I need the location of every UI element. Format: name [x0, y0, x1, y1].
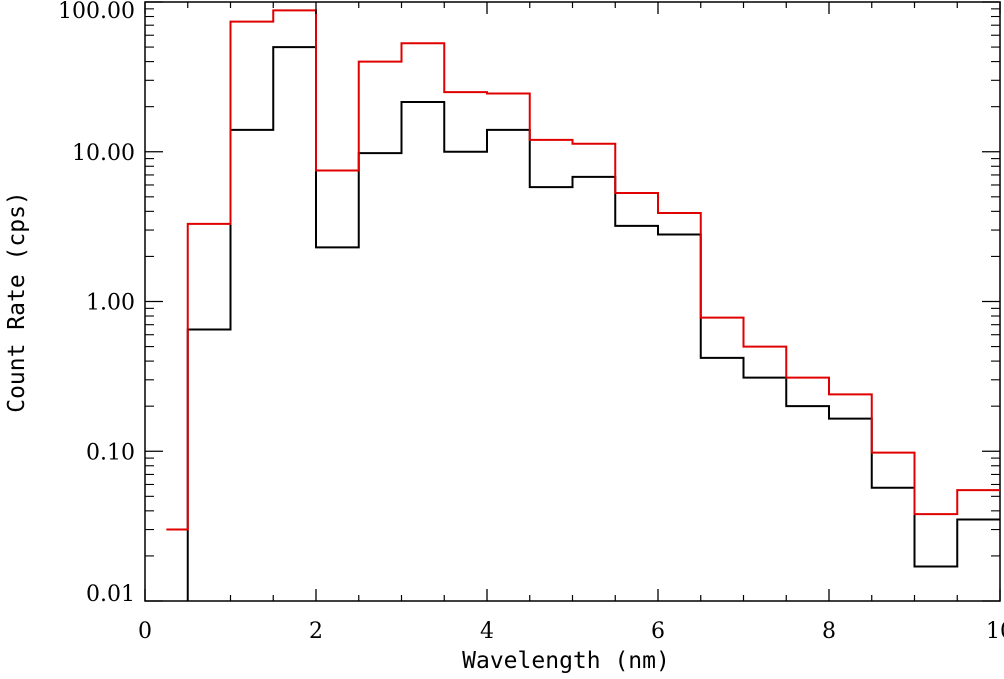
x-tick-label: 8 [822, 619, 836, 644]
x-tick-label: 2 [309, 619, 323, 644]
series-line [186, 46, 1000, 601]
y-tick-label: 0.10 [86, 440, 135, 465]
x-tick-label: 4 [480, 619, 494, 644]
y-axis-label: Count Rate (cps) [4, 191, 30, 413]
x-axis-label: Wavelength (nm) [462, 648, 670, 674]
y-tick-label: 100.00 [58, 0, 135, 24]
x-tick-label: 0 [138, 619, 152, 644]
y-tick-label: 10.00 [72, 141, 135, 166]
y-tick-label: 0.01 [86, 582, 135, 607]
series-line [166, 9, 1000, 531]
tick-layer: 0 2 4 6 8 10 0.01 0.10 1.00 10.00 100.00 [58, 0, 1004, 644]
x-tick-label: 6 [651, 619, 665, 644]
series-layer [166, 9, 1000, 601]
x-tick-label: 10 [986, 619, 1004, 644]
y-tick-label: 1.00 [86, 291, 135, 316]
